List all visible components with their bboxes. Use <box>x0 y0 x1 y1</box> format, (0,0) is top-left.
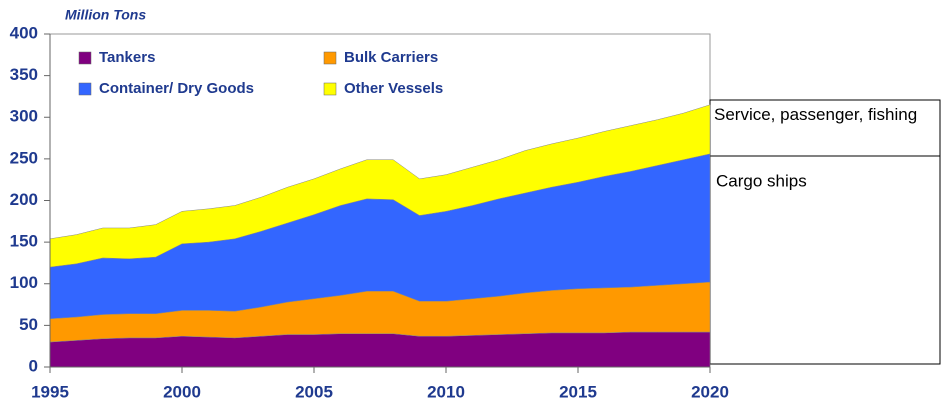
legend-swatch <box>323 82 337 96</box>
y-tick-label: 0 <box>29 356 38 375</box>
annotation-box <box>709 99 941 157</box>
legend-label: Bulk Carriers <box>344 49 438 66</box>
y-tick-label: 50 <box>19 315 38 334</box>
y-tick-label: 150 <box>10 232 38 251</box>
area <box>49 104 711 268</box>
y-tick-label: 300 <box>10 107 38 126</box>
annotation-text: Cargo ships <box>716 171 807 190</box>
legend-label: Other Vessels <box>344 80 443 97</box>
annotation: Service, passenger, fishing <box>714 105 918 124</box>
y-tick-label: 200 <box>10 190 38 209</box>
y-tick-label: 400 <box>10 23 38 42</box>
legend-label: Container/ Dry Goods <box>99 80 254 97</box>
legend-swatch <box>78 51 92 65</box>
y-tick-label: 100 <box>10 273 38 292</box>
areas <box>49 104 711 368</box>
x-tick-label: 2015 <box>559 382 597 401</box>
x-tick-label: 2000 <box>163 382 201 401</box>
x-tick-label: 2010 <box>427 382 465 401</box>
x-tick-label: 2005 <box>295 382 333 401</box>
legend-swatch <box>323 51 337 65</box>
x-tick-label: 1995 <box>31 382 69 401</box>
annotation-text: Service, passenger, fishing <box>714 105 918 124</box>
y-axis-label: Million Tons <box>65 7 146 23</box>
y-tick-label: 250 <box>10 148 38 167</box>
legend-swatch <box>78 82 92 96</box>
annotation-box <box>709 155 941 365</box>
x-tick-label: 2020 <box>691 382 729 401</box>
y-tick-label: 350 <box>10 65 38 84</box>
legend-label: Tankers <box>99 49 155 66</box>
